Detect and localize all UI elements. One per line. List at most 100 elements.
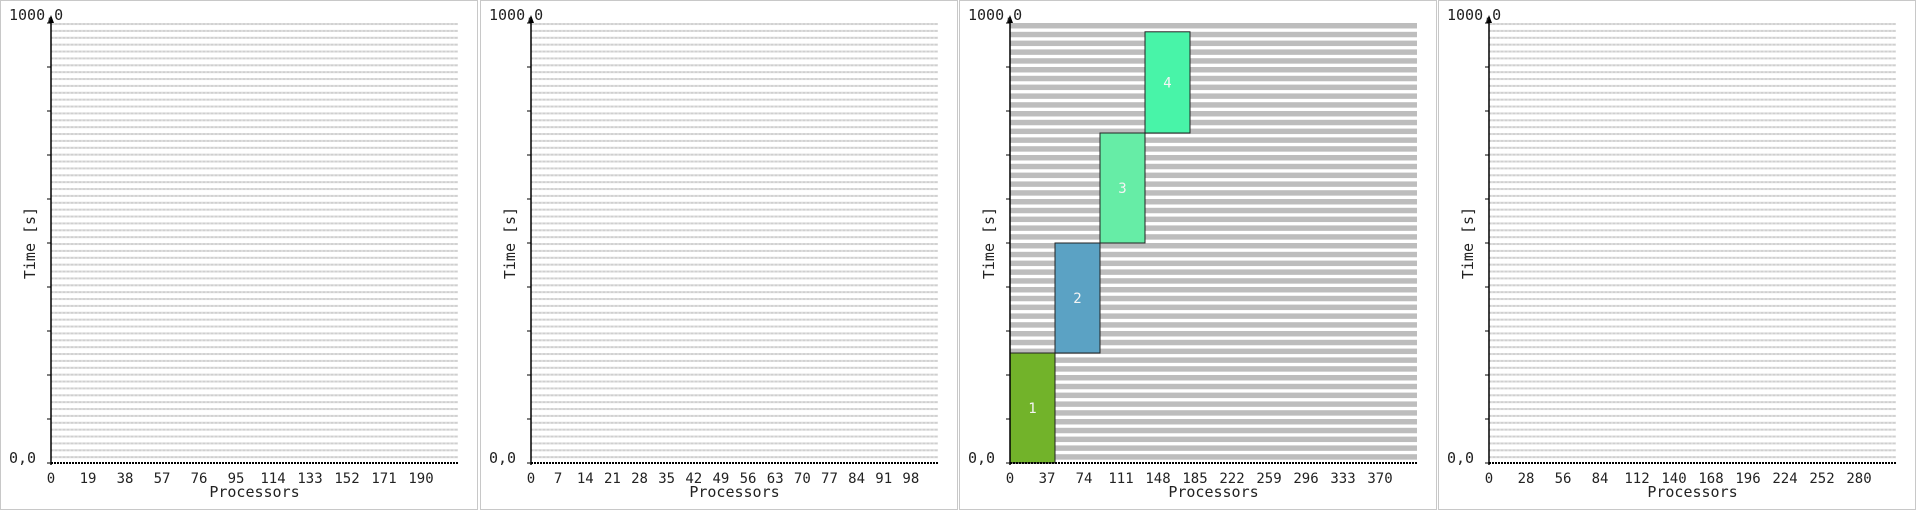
grid-stripe [1010,181,1417,187]
grid-stripe [531,201,938,204]
grid-stripe [1489,394,1896,397]
x-tick-label: 84 [848,471,865,487]
grid-stripe [51,401,458,404]
x-tick-label: 148 [1145,471,1170,487]
y-axis-title: Time [s] [980,207,998,279]
grid-stripe [51,325,458,328]
grid-stripe [51,181,458,184]
x-axis-title: Processors [689,483,779,501]
x-tick-label: 19 [80,471,97,487]
grid-stripe [51,414,458,417]
grid-stripe [51,146,458,149]
grid-stripe [1489,181,1896,184]
grid-stripe [1489,387,1896,390]
grid-stripe [1010,207,1417,214]
grid-stripe [531,71,938,74]
x-tick-label: 95 [228,471,245,487]
job-block-2 [1054,242,1101,354]
grid-stripe [51,236,458,239]
grid-stripe [51,133,458,136]
grid-stripe [1489,304,1896,307]
grid-stripe [1489,229,1896,232]
x-tick-label: 133 [297,471,322,487]
grid-stripe [1489,256,1896,259]
grid-stripe [531,208,938,211]
grid-stripe [531,119,938,122]
grid-stripe [531,277,938,280]
grid-stripe [1489,36,1896,39]
grid-stripe [51,380,458,383]
x-tick-label: 63 [767,471,784,487]
x-axis-title: Processors [1647,483,1737,501]
job-label-3: 3 [1118,181,1126,197]
grid-stripe [531,84,938,87]
grid-stripe [1489,449,1896,452]
grid-stripe [51,270,458,273]
grid-stripe [51,208,458,211]
x-axis-title: Processors [1168,483,1258,501]
y-bottom-label: 0,0 [9,449,36,467]
grid-stripe [51,339,458,342]
grid-stripe [51,373,458,376]
grid-stripe [51,57,458,60]
y-axis-arrow [528,15,534,23]
grid-stripe [1489,105,1896,108]
grid-stripe [1010,366,1417,372]
grid-stripe [1489,222,1896,225]
grid-stripe [531,339,938,342]
grid-stripe [1489,311,1896,314]
grid-stripe [51,304,458,307]
grid-stripe [1489,139,1896,142]
grid-stripe [1489,270,1896,273]
grid-stripe [1010,454,1417,460]
grid-stripe [1010,357,1417,363]
grid-stripe [531,98,938,101]
x-tick-label: 185 [1182,471,1207,487]
y-axis-arrow [1486,15,1492,23]
grid-stripe [1489,64,1896,67]
x-tick-label: 0 [1485,471,1493,487]
grid-stripe [51,64,458,67]
grid-stripe [1010,304,1417,311]
x-tick-label: 296 [1293,471,1318,487]
grid-stripe [51,23,458,26]
grid-stripe [531,23,938,26]
grid-stripe [51,84,458,87]
grid-stripe [1489,119,1896,122]
grid-stripe [51,71,458,74]
grid-stripe [51,160,458,163]
grid-stripe [1010,111,1417,117]
grid-stripe [51,318,458,321]
grid-stripe [51,243,458,246]
grid-stripe [1010,75,1417,82]
y-axis-title: Time [s] [1459,207,1477,279]
grid-stripe [51,298,458,301]
x-tick-label: 112 [1624,471,1649,487]
grid-stripe [1489,91,1896,94]
grid-stripe [1010,383,1417,390]
x-tick-label: 0 [1006,471,1014,487]
grid-stripe [1010,190,1417,196]
grid-stripe [51,256,458,259]
grid-stripe [531,188,938,191]
grid-stripe [1010,67,1417,73]
job-label-1: 1 [1028,401,1036,417]
grid-stripe [1489,215,1896,218]
grid-stripe [1489,243,1896,246]
y-top-label: 1000,0 [489,6,543,24]
x-tick-label: 35 [658,471,675,487]
x-tick-label: 7 [554,471,562,487]
grid-stripe [1489,428,1896,431]
grid-stripe [531,421,938,424]
grid-stripe [531,263,938,266]
grid-stripe [51,366,458,369]
x-tick-label: 21 [604,471,621,487]
grid-stripe [531,318,938,321]
x-tick-label: 56 [740,471,757,487]
x-tick-label: 70 [794,471,811,487]
grid-stripe [531,346,938,349]
grid-stripe [51,105,458,108]
grid-stripe [1489,373,1896,376]
grid-stripe [1010,93,1417,99]
grid-stripe [1010,225,1417,231]
